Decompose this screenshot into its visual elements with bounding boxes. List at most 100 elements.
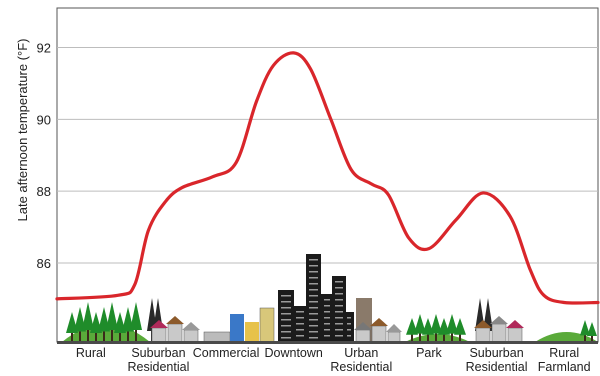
- tree-trunk: [135, 328, 137, 342]
- window-row: [309, 265, 318, 267]
- tree-trunk: [95, 331, 97, 342]
- skyscraper: [278, 290, 294, 342]
- shop: [259, 307, 275, 343]
- x-tick-label-line: Residential: [330, 360, 392, 374]
- window-row: [335, 287, 343, 289]
- window-row: [309, 313, 318, 315]
- tree-trunk: [111, 328, 113, 342]
- tree-trunk: [103, 329, 105, 342]
- window-row: [335, 311, 343, 313]
- window-row: [335, 323, 343, 325]
- y-tick-label: 86: [37, 256, 51, 271]
- x-tick-label-line: Suburban: [131, 346, 185, 360]
- tree: [430, 314, 442, 334]
- window-row: [309, 295, 318, 297]
- window-row: [335, 329, 343, 331]
- tree-trunk: [71, 331, 73, 342]
- window-row: [335, 305, 343, 307]
- window-row: [309, 289, 318, 291]
- house-roof: [506, 320, 524, 328]
- window-row: [309, 331, 318, 333]
- window-row: [309, 307, 318, 309]
- tree: [414, 314, 426, 334]
- house-roof: [386, 324, 402, 332]
- window-row: [324, 323, 330, 325]
- tree-trunk: [79, 329, 81, 342]
- x-tick-label-line: Rural: [76, 346, 106, 360]
- window-row: [281, 301, 291, 303]
- window-row: [281, 337, 291, 339]
- window-row: [347, 323, 351, 325]
- tree-trunk: [443, 333, 445, 342]
- x-tick-label-line: Commercial: [193, 346, 260, 360]
- window-row: [347, 317, 351, 319]
- window-row: [281, 295, 291, 297]
- house: [491, 323, 507, 343]
- y-axis-label: Late afternoon temperature (°F): [15, 39, 30, 222]
- x-tick-label-line: Suburban: [469, 346, 523, 360]
- window-row: [335, 317, 343, 319]
- tree-trunk: [591, 335, 593, 342]
- tree-trunk: [584, 334, 586, 342]
- window-row: [309, 319, 318, 321]
- x-tick-label-line: Residential: [466, 360, 528, 374]
- house: [167, 323, 183, 343]
- y-tick-label: 92: [37, 41, 51, 56]
- tree-trunk: [459, 333, 461, 342]
- house-roof: [490, 316, 508, 324]
- window-row: [296, 335, 304, 337]
- x-tick-label: Park: [416, 346, 442, 360]
- skyscraper: [306, 254, 321, 342]
- house-roof: [182, 322, 200, 330]
- window-row: [296, 311, 304, 313]
- temperature-line: [55, 51, 600, 305]
- window-row: [309, 337, 318, 339]
- window-row: [281, 331, 291, 333]
- plot-frame: [56, 7, 599, 343]
- window-row: [324, 305, 330, 307]
- window-row: [324, 317, 330, 319]
- skyscraper: [344, 312, 354, 342]
- house: [183, 329, 199, 343]
- shop: [203, 331, 231, 343]
- house: [475, 327, 491, 343]
- x-tick-label-line: Park: [416, 346, 442, 360]
- window-row: [296, 317, 304, 319]
- y-tick-label: 90: [37, 112, 51, 127]
- house: [371, 325, 387, 343]
- tree-trunk: [435, 332, 437, 342]
- tree-trunk: [419, 332, 421, 342]
- window-row: [347, 329, 351, 331]
- tree: [130, 302, 142, 330]
- tree-trunk: [87, 328, 89, 342]
- house-roof: [354, 322, 372, 330]
- x-tick-label: Rural Farmland: [538, 346, 591, 374]
- window-row: [335, 299, 343, 301]
- tree: [446, 314, 458, 334]
- x-tick-label-line: Downtown: [265, 346, 323, 360]
- tree: [82, 302, 94, 330]
- house-roof: [150, 320, 168, 328]
- shop: [230, 314, 244, 342]
- x-tick-label-line: Urban: [344, 346, 378, 360]
- tree: [106, 302, 118, 330]
- x-tick-label: Suburban Residential: [128, 346, 190, 374]
- window-row: [281, 307, 291, 309]
- x-tick-label: Rural: [76, 346, 106, 360]
- window-row: [309, 325, 318, 327]
- x-tick-label-line: Farmland: [538, 360, 591, 374]
- house: [507, 327, 523, 343]
- window-row: [309, 259, 318, 261]
- house-roof: [370, 318, 388, 326]
- window-row: [335, 281, 343, 283]
- grid: [56, 7, 599, 343]
- window-row: [324, 311, 330, 313]
- house-roof: [166, 316, 184, 324]
- x-tick-label: Downtown: [265, 346, 323, 360]
- ground: [57, 341, 598, 344]
- y-axis-ticks: 86 88 90 92: [37, 41, 51, 271]
- window-row: [324, 299, 330, 301]
- city-illustration: [57, 254, 598, 344]
